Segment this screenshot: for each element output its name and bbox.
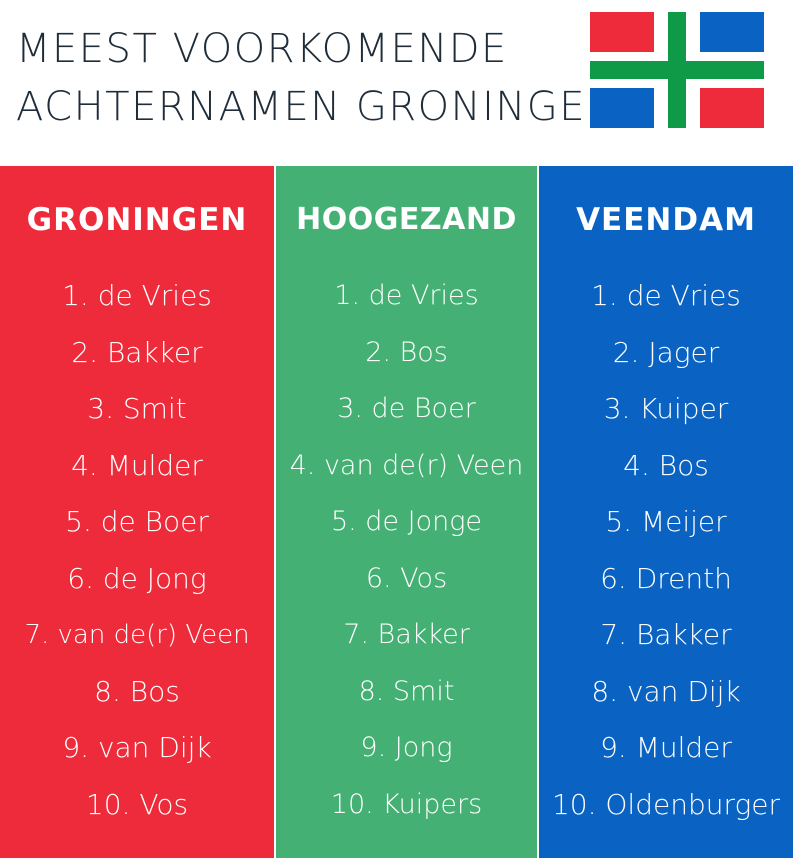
groningen-flag-icon: [590, 12, 764, 128]
list-item: 6. Vos: [365, 562, 448, 594]
list-item: 7. Bakker: [343, 619, 470, 650]
surname-columns: GRONINGEN 1. de Vries 2. Bakker 3. Smit …: [0, 166, 793, 858]
list-item: 4. van de(r) Veen: [289, 449, 524, 481]
list-item: 1. de Vries: [334, 280, 479, 311]
list-item: 3. Smit: [87, 392, 187, 425]
column-hoogezand: HOOGEZAND 1. de Vries 2. Bos 3. de Boer …: [274, 166, 539, 858]
flag-red-top-left: [590, 12, 654, 52]
list-item: 2. Bakker: [71, 335, 203, 369]
column-veendam: VEENDAM 1. de Vries 2. Jager 3. Kuiper 4…: [539, 166, 793, 858]
list-item: 10. Oldenburger: [551, 787, 781, 821]
column-groningen: GRONINGEN 1. de Vries 2. Bakker 3. Smit …: [0, 166, 274, 858]
flag-red-bottom-right: [700, 88, 764, 128]
list-item: 4. Bos: [623, 448, 709, 482]
header: MEEST VOORKOMENDE ACHTERNAMEN GRONINGEN: [0, 0, 793, 166]
column-header-veendam: VEENDAM: [576, 202, 756, 238]
list-item: 3. de Boer: [337, 393, 476, 424]
list-item: 6. de Jong: [67, 561, 207, 595]
list-item: 5. de Boer: [65, 505, 209, 538]
page-title-line-2: ACHTERNAMEN GRONINGEN: [16, 84, 618, 130]
list-item: 4. Mulder: [71, 448, 203, 482]
list-item: 2. Jager: [612, 335, 720, 369]
flag-green-cross-horizontal: [590, 61, 764, 79]
list-item: 10. Kuipers: [330, 788, 483, 820]
list-item: 5. de Jonge: [330, 506, 483, 537]
surname-list-veendam: 1. de Vries 2. Jager 3. Kuiper 4. Bos 5.…: [539, 268, 793, 833]
list-item: 1. de Vries: [62, 279, 212, 312]
list-item: 2. Bos: [365, 336, 448, 368]
surname-list-groningen: 1. de Vries 2. Bakker 3. Smit 4. Mulder …: [0, 268, 274, 833]
column-header-groningen: GRONINGEN: [26, 202, 248, 238]
list-item: 7. van de(r) Veen: [24, 620, 250, 650]
list-item: 8. Smit: [358, 675, 455, 707]
list-item: 5. Meijer: [605, 505, 727, 538]
list-item: 8. van Dijk: [591, 674, 741, 708]
surname-list-hoogezand: 1. de Vries 2. Bos 3. de Boer 4. van de(…: [276, 268, 537, 833]
list-item: 9. Mulder: [600, 731, 732, 764]
list-item: 9. Jong: [360, 732, 453, 763]
list-item: 3. Kuiper: [603, 392, 729, 425]
list-item: 9. van Dijk: [62, 731, 212, 764]
page-title: MEEST VOORKOMENDE ACHTERNAMEN GRONINGEN: [16, 20, 617, 136]
page-title-line-1: MEEST VOORKOMENDE: [16, 26, 508, 72]
flag-blue-top-right: [700, 12, 764, 52]
list-item: 1. de Vries: [591, 279, 741, 312]
list-item: 6. Drenth: [600, 561, 732, 595]
list-item: 8. Bos: [94, 674, 180, 708]
flag-blue-bottom-left: [590, 88, 654, 128]
column-header-hoogezand: HOOGEZAND: [296, 202, 517, 237]
list-item: 10. Vos: [85, 787, 189, 821]
list-item: 7. Bakker: [600, 618, 732, 651]
